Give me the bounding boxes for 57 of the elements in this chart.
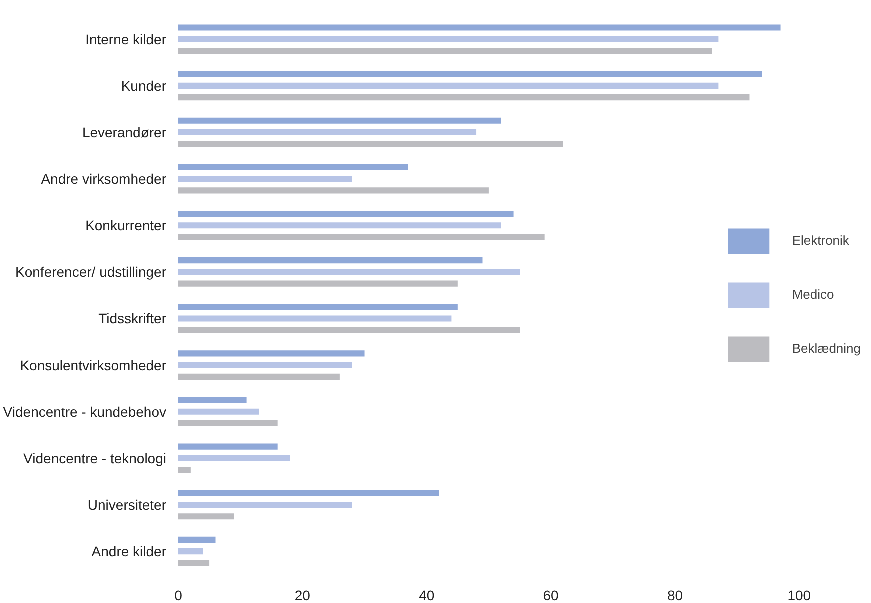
y-tick-label: Andre virksomheder [41,171,167,188]
legend-label: Beklædning [792,341,861,356]
bar [178,304,458,310]
bar [178,258,483,264]
bar [178,514,234,520]
bar [178,36,719,42]
bar [178,467,191,474]
x-tick-label: 40 [419,588,435,603]
bar [178,327,520,334]
bar [178,316,452,322]
bar [178,176,352,182]
bar [178,24,781,31]
y-tick-label: Kunder [121,78,167,94]
y-tick-label: Videncentre - teknologi [24,450,167,466]
bar [178,444,278,450]
x-tick-label: 100 [788,588,812,603]
bar [178,48,712,54]
bar [178,350,365,357]
bar [178,548,204,555]
y-tick-label: Universiteter [88,497,167,513]
bar [178,420,278,427]
bar [178,234,545,240]
bar [178,490,440,496]
bar [178,536,216,543]
bar [178,129,477,136]
x-tick-label: 80 [667,588,684,603]
bar [178,560,210,566]
bar [178,455,290,462]
x-tick-label: 60 [543,588,560,603]
bar [178,397,247,404]
y-tick-label: Konferencer/ udstillinger [16,264,167,280]
bar [178,210,514,218]
y-tick-label: Konsulentvirksomheder [20,357,167,374]
bar [178,502,352,508]
y-tick-label: Videncentre - kundebehov [3,404,167,420]
bar [178,188,489,194]
bar [178,164,408,170]
y-tick-label: Leverandører [82,124,167,140]
x-tick-label: 0 [174,588,183,603]
bar [178,82,719,89]
bar [178,269,520,276]
y-tick-label: Tidsskrifter [98,310,167,327]
x-tick-label: 20 [294,588,311,603]
bar [178,141,564,148]
bar [178,374,340,380]
y-tick-label: Andre kilder [92,544,167,560]
bar [178,280,458,287]
bar [178,408,260,415]
y-tick-label: Interne kilder [86,31,167,48]
bar [178,222,502,229]
legend-label: Medico [792,287,834,302]
bar [178,71,762,78]
bar [178,362,352,368]
y-tick-label: Konkurrenter [86,218,167,234]
bar [178,94,750,101]
legend-label: Elektronik [792,233,850,248]
bar [178,118,502,124]
